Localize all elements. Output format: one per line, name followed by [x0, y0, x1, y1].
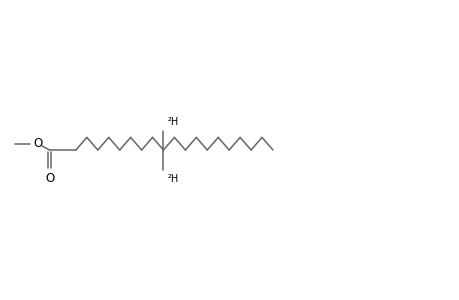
Text: O: O: [33, 137, 42, 150]
Text: O: O: [45, 172, 54, 185]
Text: ²H: ²H: [167, 174, 178, 184]
Text: ²H: ²H: [167, 117, 178, 127]
